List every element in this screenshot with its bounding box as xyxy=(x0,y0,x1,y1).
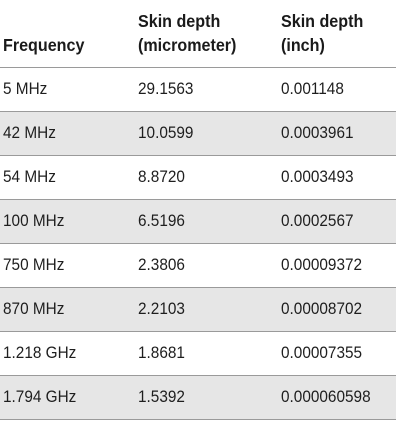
header-frequency-line-1: Frequency xyxy=(3,35,85,55)
cell-skin-depth-inch: 0.00008702 xyxy=(281,300,363,318)
cell-skin-depth-inch: 0.0003961 xyxy=(281,124,354,142)
cell-skin-depth-micrometer: 8.8720 xyxy=(138,168,185,186)
cell-skin-depth-micrometer: 2.2103 xyxy=(138,300,185,318)
header-skin-depth-micrometer-line-1: Skin depth xyxy=(138,11,221,31)
cell-skin-depth-micrometer: 6.5196 xyxy=(138,212,185,230)
header-skin-depth-inch: Skin depth (inch) xyxy=(281,9,363,57)
cell-skin-depth-inch: 0.00007355 xyxy=(281,344,363,362)
cell-frequency: 1.794 GHz xyxy=(3,388,77,406)
header-skin-depth-micrometer-line-2: (micrometer) xyxy=(138,35,237,55)
cell-frequency: 870 MHz xyxy=(3,300,65,318)
header-skin-depth-inch-line-2: (inch) xyxy=(281,35,325,55)
header-skin-depth-inch-line-1: Skin depth xyxy=(281,11,364,31)
cell-frequency: 5 MHz xyxy=(3,80,48,98)
cell-skin-depth-inch: 0.0002567 xyxy=(281,212,354,230)
cell-frequency: 750 MHz xyxy=(3,256,65,274)
cell-frequency: 1.218 GHz xyxy=(3,344,77,362)
cell-skin-depth-inch: 0.001148 xyxy=(281,80,344,98)
cell-skin-depth-inch: 0.000060598 xyxy=(281,388,371,406)
cell-frequency: 42 MHz xyxy=(3,124,56,142)
cell-skin-depth-micrometer: 1.5392 xyxy=(138,388,185,406)
table-row: 5 MHz 29.1563 0.001148 xyxy=(0,68,396,112)
table-header: Frequency Skin depth (micrometer) Skin d… xyxy=(0,0,396,68)
cell-skin-depth-micrometer: 2.3806 xyxy=(138,256,185,274)
table-row: 750 MHz 2.3806 0.00009372 xyxy=(0,244,396,288)
table-row: 1.794 GHz 1.5392 0.000060598 xyxy=(0,376,396,420)
cell-skin-depth-micrometer: 29.1563 xyxy=(138,80,194,98)
header-frequency: Frequency xyxy=(3,33,84,57)
cell-frequency: 54 MHz xyxy=(3,168,56,186)
table-row: 42 MHz 10.0599 0.0003961 xyxy=(0,112,396,156)
cell-skin-depth-inch: 0.00009372 xyxy=(281,256,363,274)
table-row: 54 MHz 8.8720 0.0003493 xyxy=(0,156,396,200)
header-skin-depth-micrometer: Skin depth (micrometer) xyxy=(138,9,236,57)
table-row: 100 MHz 6.5196 0.0002567 xyxy=(0,200,396,244)
cell-skin-depth-inch: 0.0003493 xyxy=(281,168,354,186)
table-row: 870 MHz 2.2103 0.00008702 xyxy=(0,288,396,332)
cell-skin-depth-micrometer: 1.8681 xyxy=(138,344,185,362)
cell-skin-depth-micrometer: 10.0599 xyxy=(138,124,194,142)
cell-frequency: 100 MHz xyxy=(3,212,65,230)
table-body: 5 MHz 29.1563 0.001148 42 MHz 10.0599 0.… xyxy=(0,68,396,420)
table-row: 1.218 GHz 1.8681 0.00007355 xyxy=(0,332,396,376)
